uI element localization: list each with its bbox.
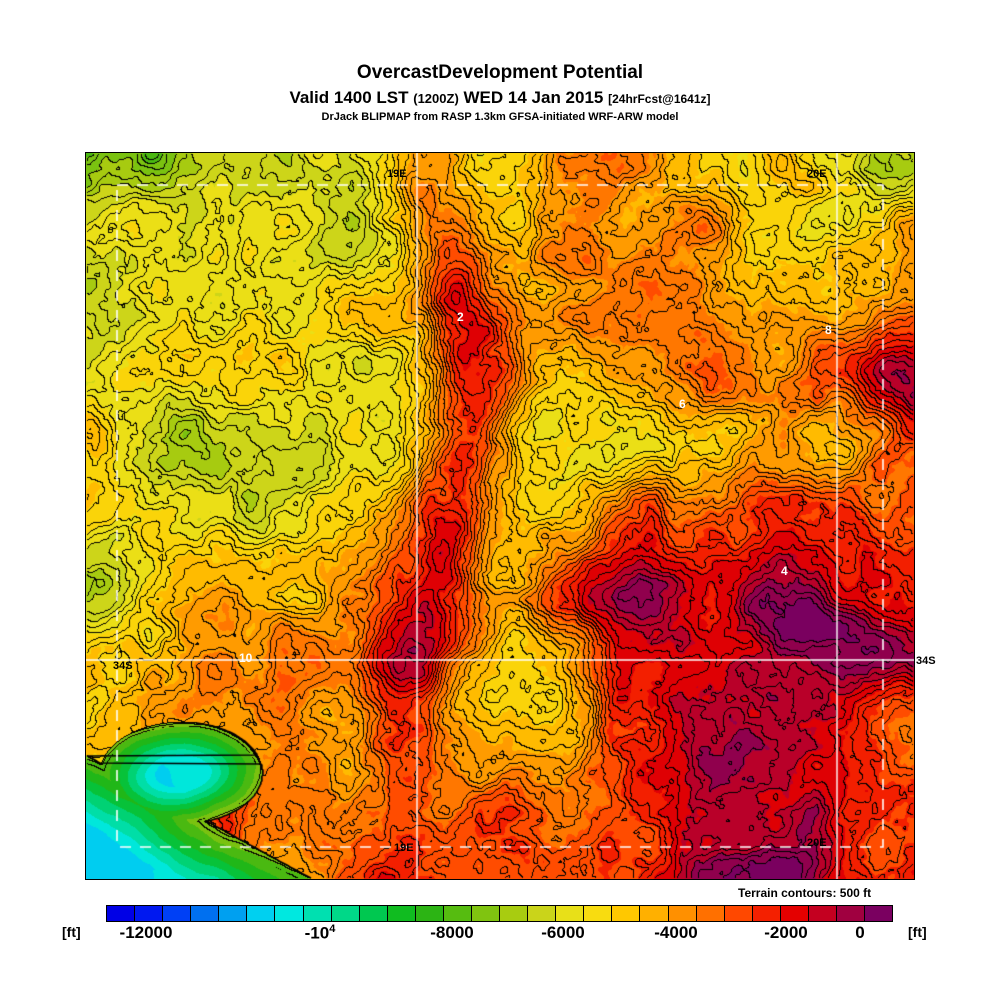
colorbar-swatch-19 — [640, 906, 669, 921]
colorbar-swatch-18 — [612, 906, 641, 921]
colorbar-swatch-23 — [752, 906, 781, 921]
colorbar-unit-right: [ft] — [908, 924, 927, 940]
colorbar-tick-4: -4000 — [654, 923, 698, 942]
colorbar-swatch-14 — [500, 906, 529, 921]
colorbar-swatch-21 — [696, 906, 725, 921]
colorbar-tick-6: 0 — [855, 923, 865, 942]
contour-label-8: 8 — [825, 323, 832, 337]
colorbar-swatch-16 — [556, 906, 585, 921]
colorbar-swatch-1 — [135, 906, 164, 921]
colorbar-swatch-3 — [191, 906, 220, 921]
colorbar-unit-left: [ft] — [62, 924, 81, 940]
colorbar-swatch-5 — [247, 906, 276, 921]
terrain-potential-heatmap — [86, 153, 914, 879]
colorbar-swatches[interactable] — [106, 905, 893, 922]
colorbar-tick-0: -12000 — [119, 923, 173, 942]
colorbar-swatch-25 — [808, 906, 838, 921]
contour-label-10: 10 — [239, 651, 253, 665]
forecast-stamp: [24hrFcst@1641z] — [608, 92, 711, 106]
valid-time-line: Valid 1400 LST (1200Z) WED 14 Jan 2015 [… — [0, 88, 1000, 108]
lon-label-bottom-19e: 19E — [394, 842, 414, 854]
contour-label-4: 4 — [781, 564, 788, 578]
colorbar-swatch-26 — [837, 906, 866, 921]
lat-label-right-34s: 34S — [916, 655, 936, 667]
colorbar-swatch-6 — [275, 906, 304, 921]
model-source-line: DrJack BLIPMAP from RASP 1.3km GFSA-init… — [321, 111, 679, 123]
colorbar-swatch-0 — [107, 906, 136, 921]
valid-zulu: (1200Z) — [413, 91, 459, 106]
colorbar-swatch-17 — [584, 906, 613, 921]
colorbar-swatch-11 — [415, 906, 444, 921]
colorbar-swatch-9 — [359, 906, 388, 921]
colorbar-swatch-4 — [219, 906, 248, 921]
weather-map[interactable]: 19E 20E 19E 20E 2 6 8 4 10 — [85, 152, 915, 880]
page-title: OvercastDevelopment Potential — [356, 62, 644, 83]
colorbar-swatch-8 — [331, 906, 360, 921]
colorbar-swatch-7 — [303, 906, 332, 921]
colorbar-swatch-27 — [865, 906, 893, 921]
colorbar-tick-1: -104 — [304, 923, 336, 943]
lon-label-top-19e: 19E — [387, 168, 407, 180]
valid-prefix: Valid 1400 LST — [289, 88, 409, 107]
colorbar-swatch-12 — [443, 906, 473, 921]
valid-date: WED 14 Jan 2015 — [463, 88, 604, 107]
colorbar-swatch-24 — [780, 906, 809, 921]
colorbar-tick-5: -2000 — [764, 923, 808, 942]
colorbar-swatch-20 — [668, 906, 697, 921]
lon-label-bottom-20e: 20E — [807, 837, 827, 849]
colorbar-swatch-15 — [528, 906, 557, 921]
contour-label-6: 6 — [679, 397, 686, 411]
colorbar-swatch-22 — [724, 906, 753, 921]
colorbar-tick-3: -6000 — [541, 923, 585, 942]
colorbar-tick-2: -8000 — [430, 923, 474, 942]
lon-label-top-20e: 20E — [807, 168, 827, 180]
contour-label-2: 2 — [457, 310, 464, 324]
title-block: OvercastDevelopment Potential Valid 1400… — [0, 62, 1000, 123]
terrain-contour-note: Terrain contours: 500 ft — [738, 886, 872, 900]
colorbar-swatch-2 — [163, 906, 192, 921]
lat-label-left-34s: 34S — [113, 660, 133, 672]
colorbar-swatch-10 — [387, 906, 416, 921]
colorbar-swatch-13 — [472, 906, 501, 921]
colorbar-legend: [ft] [ft] -12000 -104 -8000 -6000 -4000 -2000… — [0, 900, 1000, 960]
